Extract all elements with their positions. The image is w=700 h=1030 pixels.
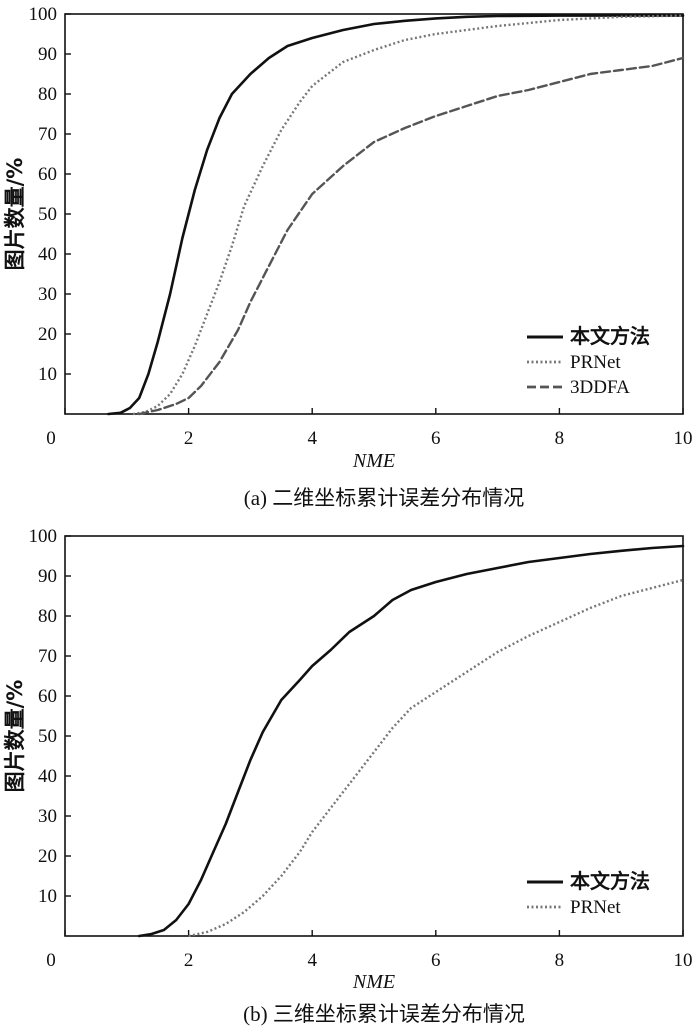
y-tick-label: 10 [38, 364, 57, 385]
x-tick-label: 4 [307, 950, 317, 971]
series-line-dotted [132, 14, 684, 416]
y-tick-label: 50 [38, 204, 57, 225]
y-tick-label: 80 [38, 84, 57, 105]
legend-label: 本文方法 [570, 869, 650, 893]
y-tick-label: 50 [38, 726, 57, 747]
y-tick-label: 40 [38, 244, 57, 265]
x-tick-label: 6 [431, 428, 441, 449]
x-tick-label: 2 [184, 950, 194, 971]
chart-panel-b: 10 20 30 40 50 60 70 80 90 100 0 2 4 6 8 10 图片数量/% NME (b)… [3, 526, 693, 1026]
y-tick-label: 30 [38, 284, 57, 305]
y-tick-label: 60 [38, 164, 57, 185]
y-tick-label: 70 [38, 646, 57, 667]
y-tick-label: 40 [38, 766, 57, 787]
x-tick-label: 10 [674, 950, 693, 971]
series-line-dotted [188, 578, 684, 938]
x-tick-label: 8 [555, 428, 565, 449]
y-tick-label: 70 [38, 124, 57, 145]
x-tick-label: 10 [674, 428, 693, 449]
x-tick-label: 0 [46, 950, 56, 971]
x-tick-label: 4 [307, 428, 317, 449]
legend-label: PRNet [570, 897, 621, 918]
y-tick-label: 30 [38, 806, 57, 827]
x-tick-label: 8 [555, 950, 565, 971]
series-line-dashed [137, 56, 685, 416]
x-tick-label: 0 [46, 428, 56, 449]
series-line-solid [137, 544, 685, 938]
x-axis-label: NME [352, 450, 395, 472]
y-tick-label: 80 [38, 606, 57, 627]
y-tick-label: 90 [38, 566, 57, 587]
y-axis-label: 图片数量/% [3, 158, 27, 271]
y-tick-label: 10 [38, 886, 57, 907]
y-axis-label: 图片数量/% [3, 680, 27, 793]
x-tick-label: 6 [431, 950, 441, 971]
legend-label: 3DDFA [570, 377, 630, 398]
x-axis-label: NME [352, 971, 395, 993]
y-tick-label: 20 [38, 846, 57, 867]
y-tick-label: 60 [38, 686, 57, 707]
legend-label: 本文方法 [570, 324, 650, 348]
legend-label: PRNet [570, 352, 621, 373]
y-tick-label: 100 [29, 4, 58, 25]
y-tick-label: 100 [29, 526, 58, 547]
chart-panel-a: 10 20 30 40 50 60 70 80 90 100 0 2 4 6 8 10 图片数量/% NME (a)… [3, 4, 693, 510]
series-line-solid [107, 14, 685, 416]
panel-caption: (b) 三维坐标累计误差分布情况 [243, 1002, 525, 1026]
x-tick-label: 2 [184, 428, 194, 449]
y-tick-label: 20 [38, 324, 57, 345]
panel-caption: (a) 二维坐标累计误差分布情况 [244, 486, 525, 510]
y-tick-label: 90 [38, 44, 57, 65]
